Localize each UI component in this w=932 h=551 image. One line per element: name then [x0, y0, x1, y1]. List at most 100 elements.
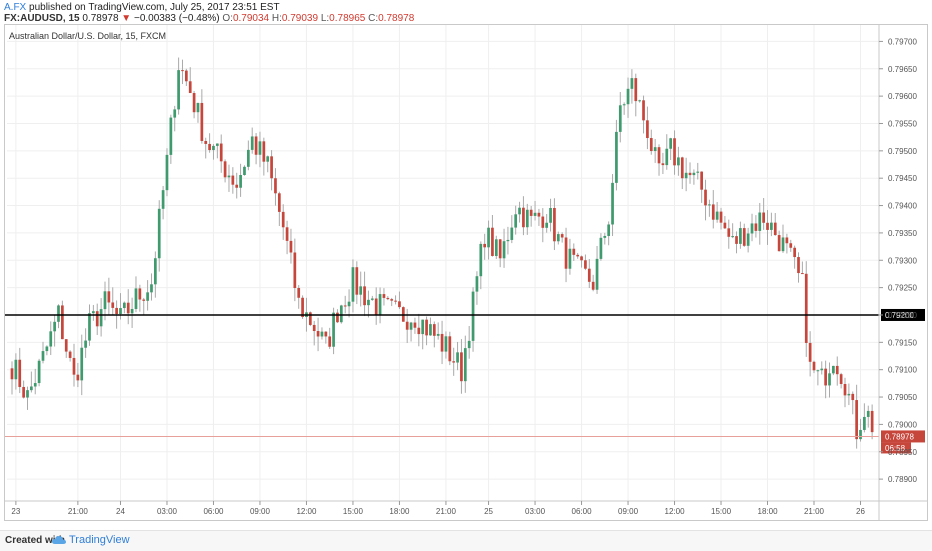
price-axis: 0.78900 0.78950 0.79000 0.79050 0.79100 0.791… [878, 25, 917, 520]
candle-down [417, 327, 421, 335]
candle-down [591, 281, 595, 290]
candle-up [750, 223, 754, 234]
last-price: 0.78978 [82, 13, 119, 24]
candle-up [45, 346, 49, 352]
y-tick-label: 0.79650 [888, 65, 917, 74]
candle-up [847, 393, 851, 396]
candle-up [130, 308, 134, 314]
x-tick-label: 26 [856, 507, 865, 516]
candle-up [506, 239, 510, 242]
candle-down [498, 239, 502, 259]
high-label: H: [271, 13, 282, 24]
candle-up [49, 331, 53, 347]
candle-down [688, 172, 692, 176]
x-tick-label: 18:00 [758, 507, 779, 516]
candle-down [452, 361, 456, 363]
candle-up [99, 309, 103, 327]
candle-up [514, 214, 518, 228]
candle-up [618, 105, 622, 132]
candle-down [560, 234, 564, 238]
candle-up [227, 175, 231, 178]
candle-down [432, 324, 436, 336]
candle-up [177, 70, 180, 110]
y-tick-label: 0.79350 [888, 229, 917, 238]
candle-up [150, 284, 153, 293]
candle-up [603, 235, 607, 238]
candle-up [568, 248, 572, 269]
candle-down [328, 336, 332, 347]
candle-down [711, 204, 715, 220]
candle-up [677, 157, 680, 166]
candle-down [529, 209, 533, 216]
author-link[interactable]: A.FX [4, 2, 27, 13]
candle-up [692, 172, 696, 176]
symbol-label[interactable]: FX:AUDUSD, 15 [4, 13, 80, 24]
candle-up [80, 347, 84, 381]
y-tick-label: 0.78950 [888, 448, 917, 457]
candle-up [615, 131, 618, 183]
candle-down [773, 222, 777, 236]
candle-down [576, 254, 580, 257]
candle-down [808, 342, 812, 362]
candle-down [184, 70, 188, 82]
candle-down [835, 365, 839, 375]
candle-up [456, 352, 459, 363]
candle-down [700, 171, 704, 190]
candle-up [479, 243, 483, 277]
candle-up [863, 416, 866, 430]
candlestick-chart[interactable]: 0.79200 0.78978 06:58 0.78900 0.78950 0.7900… [5, 25, 927, 520]
x-tick-label: 24 [116, 507, 125, 516]
candle-down [61, 305, 64, 340]
low-label: L: [320, 13, 330, 24]
y-tick-label: 0.79250 [888, 284, 917, 293]
y-tick-label: 0.79500 [888, 147, 917, 156]
candles-layer [10, 57, 874, 449]
x-tick-label: 09:00 [250, 507, 271, 516]
candle-down [657, 147, 661, 164]
candle-down [797, 257, 800, 274]
candle-up [828, 373, 831, 386]
candle-down [460, 352, 463, 382]
y-tick-label: 0.79200 [888, 311, 917, 320]
candle-up [146, 292, 149, 301]
x-tick-label: 21:00 [804, 507, 825, 516]
candle-up [153, 258, 157, 285]
x-tick-label: 06:00 [203, 507, 224, 516]
candle-down [735, 236, 738, 244]
candle-up [487, 227, 490, 248]
candle-down [634, 78, 638, 102]
candle-down [522, 207, 525, 228]
candle-down [537, 212, 541, 217]
candle-down [200, 102, 204, 141]
candle-down [235, 184, 239, 188]
support-line-label-bg [881, 308, 925, 321]
candle-down [289, 240, 293, 253]
chart-frame[interactable]: 0.79200 0.78978 06:58 0.78900 0.78950 0.7900… [4, 24, 928, 521]
tradingview-brand-link[interactable]: TradingView [69, 534, 130, 546]
candle-down [208, 143, 211, 151]
candle-down [95, 311, 99, 327]
candle-down [382, 294, 386, 298]
tradingview-cloud-icon [52, 536, 66, 544]
low-value: 0.78965 [329, 13, 366, 24]
candle-down [274, 178, 277, 194]
x-tick-label: 15:00 [711, 507, 732, 516]
down-arrow-icon: ▼ [121, 13, 132, 24]
candle-down [785, 237, 789, 244]
candle-up [134, 288, 138, 309]
footer-bar: Created with TradingView [0, 530, 932, 551]
candle-up [739, 228, 742, 244]
candle-down [107, 291, 111, 303]
x-tick-label: 06:00 [572, 507, 593, 516]
y-tick-label: 0.79300 [888, 256, 917, 265]
candle-up [669, 138, 673, 149]
candle-down [824, 368, 827, 386]
candle-down [587, 268, 591, 282]
candle-up [258, 141, 262, 155]
candle-up [41, 351, 45, 361]
candle-up [215, 143, 219, 146]
candle-down [839, 374, 843, 385]
candle-down [231, 175, 235, 185]
candle-up [409, 322, 413, 330]
candle-down [704, 189, 707, 206]
